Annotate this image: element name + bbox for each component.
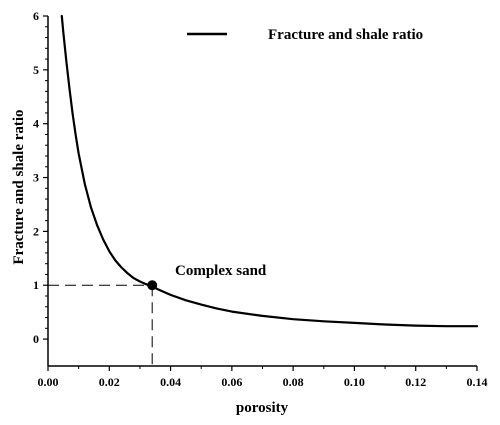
y-tick-label: 5: [33, 63, 39, 77]
x-tick-label: 0.00: [38, 375, 59, 389]
plot-area: 0.00 0.02 0.04 0.06 0.08 0.10 0.12 0.14 0 1 2 3 4 5 6: [33, 9, 488, 389]
x-tick-label: 0.08: [283, 375, 304, 389]
marker-layer: [147, 280, 158, 291]
y-tick-label: 0: [33, 332, 39, 346]
series-line: [60, 14, 479, 328]
legend: Fracture and shale ratio: [187, 27, 423, 43]
x-axis-title: porosity: [236, 400, 289, 416]
x-axis-ticks: 0.00 0.02 0.04 0.06 0.08 0.10 0.12 0.14: [38, 366, 488, 389]
y-axis-ticks: 0 1 2 3 4 5 6: [33, 9, 48, 346]
y-tick-label: 6: [33, 9, 39, 23]
y-tick-label: 1: [33, 278, 39, 292]
legend-label: Fracture and shale ratio: [268, 27, 423, 43]
x-tick-label: 0.14: [467, 375, 488, 389]
complex-sand-point: [147, 280, 158, 291]
series-layer: [60, 14, 479, 328]
x-tick-label: 0.06: [221, 375, 242, 389]
x-tick-label: 0.12: [405, 375, 426, 389]
y-tick-label: 4: [33, 117, 39, 131]
x-tick-label: 0.10: [344, 375, 365, 389]
x-tick-label: 0.02: [99, 375, 120, 389]
y-tick-label: 2: [33, 224, 39, 238]
y-tick-label: 3: [33, 171, 39, 185]
y-axis-title: Fracture and shale ratio: [11, 109, 27, 264]
reference-guides: [48, 284, 153, 366]
annotation-complex-sand: Complex sand: [175, 263, 267, 279]
x-tick-label: 0.04: [160, 375, 181, 389]
